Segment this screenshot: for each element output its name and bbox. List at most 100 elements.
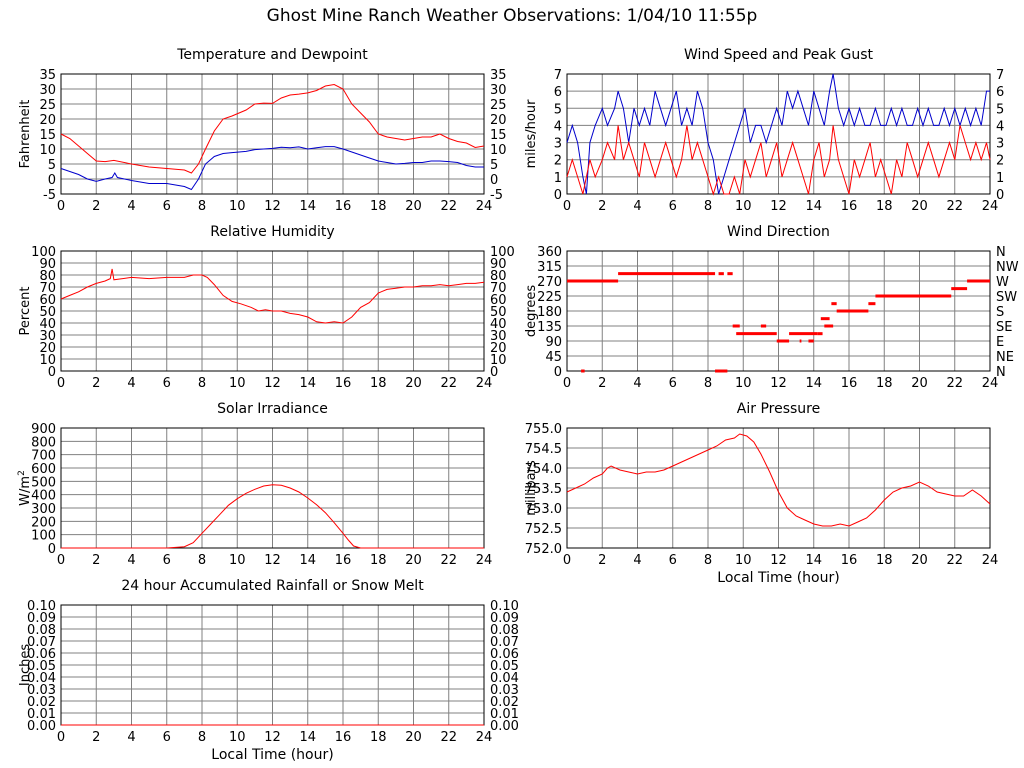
y-tick-label-right: 10 xyxy=(490,143,507,158)
x-tick-label: 10 xyxy=(735,553,752,568)
y-tick-label: 20 xyxy=(39,113,56,128)
y-axis-label: millibars xyxy=(524,460,539,516)
x-tick-label: 0 xyxy=(57,730,65,745)
x-tick-label: 16 xyxy=(335,553,352,568)
x-tick-label: 0 xyxy=(563,376,571,391)
x-tick-label: 10 xyxy=(735,376,752,391)
y-tick-label: 0.02 xyxy=(27,695,56,710)
y-tick-label-right: N xyxy=(996,245,1006,260)
chart-title: Wind Direction xyxy=(727,224,830,240)
y-tick-label-right: 0 xyxy=(490,173,498,188)
x-tick-label: 24 xyxy=(982,553,999,568)
y-tick-label: 30 xyxy=(39,83,56,98)
y-tick-label: 700 xyxy=(31,449,56,464)
y-tick-label-right: SE xyxy=(996,320,1012,335)
x-tick-label: 14 xyxy=(299,199,316,214)
y-tick-label: 0.01 xyxy=(27,707,56,722)
x-tick-label: 4 xyxy=(127,199,135,214)
plot-frame xyxy=(566,73,991,195)
y-tick-label: 5 xyxy=(554,102,562,117)
x-tick-label: 20 xyxy=(405,553,422,568)
y-tick-label: 300 xyxy=(31,502,56,517)
x-tick-label: 20 xyxy=(911,199,928,214)
y-tick-label: -5 xyxy=(43,188,56,203)
y-tick-label: 200 xyxy=(31,515,56,530)
x-tick-label: 16 xyxy=(335,376,352,391)
x-tick-label: 4 xyxy=(127,376,135,391)
y-tick-label-right: S xyxy=(996,305,1004,320)
y-tick-label-right: E xyxy=(996,335,1004,350)
y-tick-label-right: 0 xyxy=(996,188,1004,203)
y-tick-label: 7 xyxy=(554,68,562,83)
y-tick-label: 400 xyxy=(31,489,56,504)
x-tick-label: 16 xyxy=(841,553,858,568)
x-tick-label: 18 xyxy=(876,376,893,391)
y-tick-label-right: 10 xyxy=(490,353,507,368)
x-tick-label: 4 xyxy=(633,199,641,214)
x-tick-label: 18 xyxy=(370,199,387,214)
x-tick-label: 0 xyxy=(563,553,571,568)
x-tick-label: 22 xyxy=(946,553,963,568)
y-tick-label-right: 1 xyxy=(996,171,1004,186)
x-tick-label: 18 xyxy=(876,199,893,214)
x-tick-label: 2 xyxy=(92,199,100,214)
x-tick-label: 24 xyxy=(982,376,999,391)
y-tick-label-right: 6 xyxy=(996,85,1004,100)
y-tick-label: 5 xyxy=(48,158,56,173)
x-tick-label: 2 xyxy=(598,553,606,568)
x-tick-label: 20 xyxy=(405,376,422,391)
y-tick-label: 20 xyxy=(39,341,56,356)
plot-frame xyxy=(566,250,991,372)
y-tick-label-right: NW xyxy=(996,260,1019,275)
y-tick-label: 754.5 xyxy=(525,442,562,457)
x-tick-label: 0 xyxy=(563,199,571,214)
x-tick-label: 14 xyxy=(805,376,822,391)
x-tick-label: 12 xyxy=(770,199,787,214)
x-tick-label: 24 xyxy=(476,199,493,214)
y-tick-label: 35 xyxy=(39,68,56,83)
y-axis-label-superscript: 2 xyxy=(17,470,27,476)
y-tick-label: 100 xyxy=(31,529,56,544)
y-tick-label-right: 5 xyxy=(996,102,1004,117)
x-tick-label: 12 xyxy=(770,376,787,391)
x-tick-label: 8 xyxy=(704,199,712,214)
x-tick-label: 24 xyxy=(476,553,493,568)
y-tick-label-right: 0.03 xyxy=(490,683,519,698)
y-tick-label-right: 5 xyxy=(490,158,498,173)
x-tick-label: 22 xyxy=(440,376,457,391)
y-tick-label: 180 xyxy=(537,305,562,320)
x-tick-label: 24 xyxy=(476,376,493,391)
x-tick-label: 16 xyxy=(335,199,352,214)
series-line-0 xyxy=(60,83,485,174)
y-tick-label: 0 xyxy=(48,542,56,557)
x-tick-label: 10 xyxy=(229,199,246,214)
x-tick-label: 22 xyxy=(440,730,457,745)
chart-rain: 24 hour Accumulated Rainfall or Snow Mel… xyxy=(18,578,519,763)
x-tick-label: 22 xyxy=(946,376,963,391)
y-tick-label: 755.0 xyxy=(525,422,562,437)
plot-frame xyxy=(60,250,485,372)
y-axis-label: Percent xyxy=(18,287,33,336)
y-tick-label: 754.0 xyxy=(525,462,562,477)
y-tick-label: 753.0 xyxy=(525,502,562,517)
y-tick-label: 752.0 xyxy=(525,542,562,557)
chart-title: 24 hour Accumulated Rainfall or Snow Mel… xyxy=(121,578,424,594)
plot-frame xyxy=(60,427,485,549)
y-tick-label-right: 0 xyxy=(490,365,498,380)
x-tick-label: 20 xyxy=(405,730,422,745)
x-tick-label: 2 xyxy=(92,730,100,745)
x-tick-label: 8 xyxy=(704,376,712,391)
y-tick-label: 90 xyxy=(39,257,56,272)
y-tick-label-right: 0.05 xyxy=(490,659,519,674)
y-tick-label: 0.06 xyxy=(27,647,56,662)
x-axis-label: Local Time (hour) xyxy=(211,747,333,763)
x-tick-label: 4 xyxy=(127,730,135,745)
series-line-1 xyxy=(60,146,484,191)
y-tick-label-right: 0.10 xyxy=(490,599,519,614)
y-tick-label-right: 0.07 xyxy=(490,635,519,650)
x-tick-label: 8 xyxy=(198,376,206,391)
y-tick-label-right: 40 xyxy=(490,317,507,332)
x-tick-label: 6 xyxy=(163,730,171,745)
x-tick-label: 16 xyxy=(841,199,858,214)
